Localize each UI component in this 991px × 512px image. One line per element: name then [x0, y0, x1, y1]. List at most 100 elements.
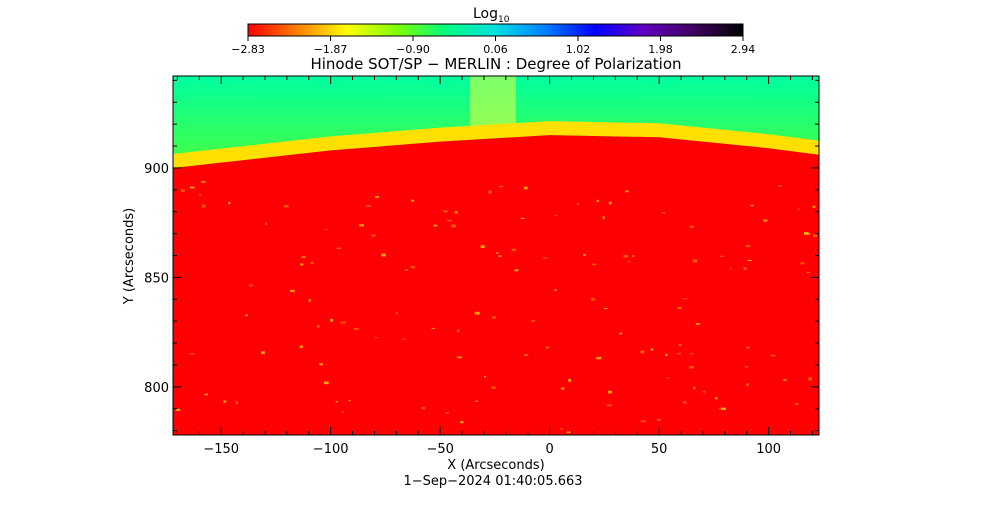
speckle: [576, 203, 579, 205]
y-tick-label: 850: [144, 271, 169, 286]
speckle: [244, 314, 249, 317]
speckle: [299, 345, 303, 348]
speckle: [743, 267, 747, 271]
speckle: [667, 377, 670, 379]
speckle: [807, 233, 811, 235]
speckle: [488, 190, 492, 194]
speckle: [330, 318, 334, 322]
speckle: [445, 412, 449, 415]
speckle: [591, 263, 597, 266]
speckle: [640, 350, 645, 354]
speckle: [661, 212, 666, 214]
y-axis-ticks: 800 850 900: [144, 79, 819, 432]
speckle: [446, 219, 452, 222]
speckle: [806, 271, 811, 274]
speckle: [431, 327, 435, 329]
speckle: [410, 199, 415, 202]
speckle: [421, 407, 425, 410]
colorbar-ticks: −2.83 −1.87 −0.90 0.06 1.02 1.98 2.94: [231, 36, 755, 56]
speckle: [607, 390, 612, 394]
colorbar-tick-label: −2.83: [231, 43, 265, 56]
speckle: [683, 400, 687, 404]
x-tick-label: 0: [546, 442, 554, 457]
speckle: [702, 390, 706, 393]
speckle: [495, 252, 499, 255]
speckle: [175, 408, 181, 412]
speckle: [340, 321, 346, 324]
speckle: [619, 332, 623, 335]
speckle: [201, 181, 206, 183]
speckle: [530, 320, 535, 322]
colorbar-tick-label: 0.06: [483, 43, 508, 56]
speckle: [324, 381, 329, 385]
speckle: [608, 201, 612, 205]
speckle: [336, 247, 342, 250]
speckle: [223, 400, 227, 403]
heatmap-image: [173, 76, 819, 435]
speckle: [484, 375, 487, 378]
speckle: [235, 401, 238, 405]
speckle: [199, 194, 202, 196]
speckle: [625, 190, 629, 193]
speckle: [583, 253, 586, 256]
speckle: [746, 383, 749, 387]
colorbar-tick-label: 2.94: [731, 43, 756, 56]
speckle: [457, 356, 462, 359]
speckle: [475, 400, 478, 402]
speckle: [498, 255, 502, 257]
speckle: [180, 189, 185, 192]
speckle: [491, 316, 497, 319]
speckle: [631, 255, 635, 257]
speckle: [301, 256, 306, 258]
speckle: [747, 260, 753, 262]
speckle: [381, 253, 386, 257]
speckle: [695, 323, 700, 325]
speckle: [689, 353, 694, 355]
x-axis-label: X (Arcseconds): [447, 458, 544, 473]
speckle: [596, 356, 602, 360]
speckle: [308, 299, 311, 302]
speckle: [596, 199, 599, 202]
speckle: [395, 312, 398, 315]
speckle: [404, 269, 409, 271]
speckle: [719, 255, 724, 257]
speckle: [474, 311, 480, 315]
limb-band: [173, 121, 819, 168]
speckle: [770, 354, 776, 357]
speckle: [678, 344, 682, 346]
speckle: [324, 228, 328, 230]
speckle: [348, 400, 351, 402]
x-tick-label: −150: [203, 442, 239, 457]
speckle: [319, 363, 323, 366]
speckle: [523, 354, 529, 357]
speckle: [782, 379, 787, 381]
speckle: [689, 366, 694, 369]
speckle: [590, 297, 595, 301]
speckle: [201, 204, 206, 208]
speckle: [641, 420, 646, 423]
x-tick-label: 100: [756, 442, 781, 457]
speckle: [729, 268, 732, 270]
speckle: [491, 386, 496, 389]
x-tick-label: 50: [651, 442, 668, 457]
timestamp: 1−Sep−2024 01:40:05.663: [403, 474, 582, 489]
speckle: [808, 377, 813, 381]
y-tick-label: 800: [144, 381, 169, 396]
speckle: [745, 245, 751, 248]
speckle: [454, 211, 458, 214]
speckle: [682, 298, 688, 300]
colorbar-tick-label: −0.90: [396, 43, 430, 56]
speckle: [545, 346, 550, 349]
speckle: [560, 387, 565, 390]
speckle: [460, 421, 464, 424]
speckle: [335, 400, 338, 403]
colorbar-tick-label: 1.02: [566, 43, 591, 56]
y-tick-label: 900: [144, 162, 169, 177]
speckle: [746, 346, 750, 349]
speckle: [628, 261, 631, 263]
speckle: [300, 263, 304, 266]
speckle: [265, 222, 268, 226]
x-axis-ticks: −150 −100 −50 0 50 100: [176, 76, 813, 457]
speckle: [189, 352, 195, 355]
